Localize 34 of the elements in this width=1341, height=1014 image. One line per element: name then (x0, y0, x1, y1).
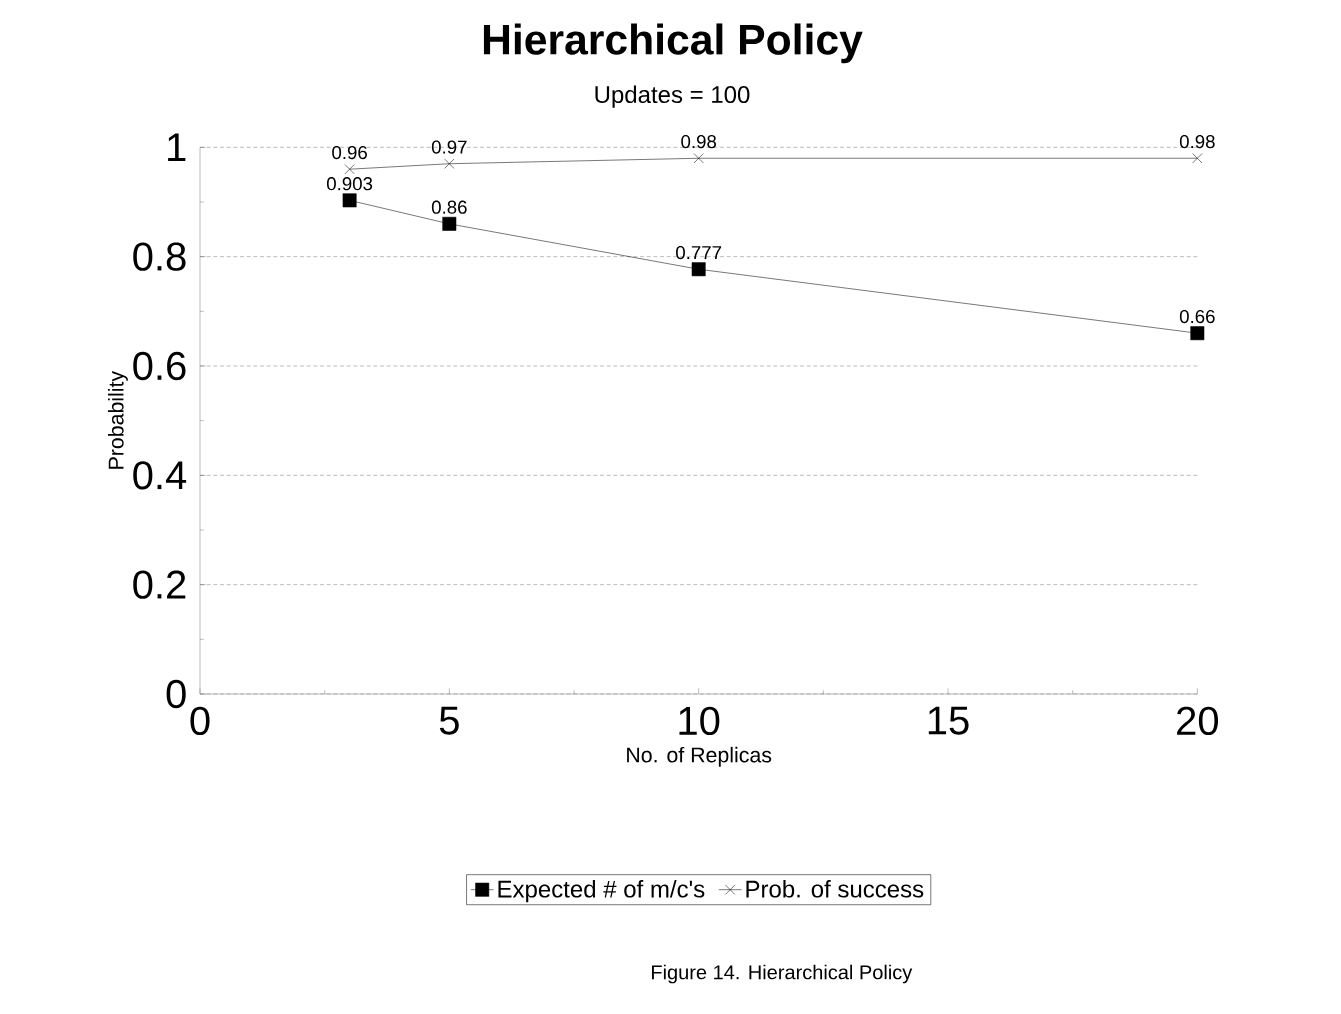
data-label: 0.98 (1179, 134, 1215, 149)
y-tick-label: 0.2 (133, 570, 186, 599)
point (1190, 326, 1205, 341)
point (1192, 153, 1203, 164)
x-tick-label: 0 (190, 706, 210, 736)
x-tick-label: 15 (928, 706, 969, 735)
legend-label: Prob. of success (746, 879, 924, 898)
legend-label: Expected # of m/c's (498, 879, 705, 903)
x-tick-label: 5 (439, 706, 459, 735)
data-label: 0.98 (681, 134, 717, 149)
y-tick-label: 1 (168, 133, 186, 162)
x-axis-title: No. of Replicas (627, 746, 772, 767)
point (344, 164, 355, 175)
y-tick-label: 0.4 (133, 461, 187, 490)
point (444, 158, 455, 169)
chart-title: Hierarchical Policy (483, 23, 863, 64)
data-label: 0.96 (332, 145, 367, 160)
chart-subtitle: Updates = 100 (595, 85, 750, 108)
data-label: 0.66 (1179, 309, 1215, 324)
caption: Figure 14. Hierarchical Policy (652, 964, 913, 984)
point (342, 193, 357, 208)
y-tick-label: 0.6 (133, 351, 186, 381)
point (691, 262, 706, 277)
data-label: 0.777 (676, 245, 722, 260)
point (693, 153, 704, 164)
y-axis-title: Probability (107, 370, 128, 469)
x-tick-label: 20 (1177, 706, 1219, 736)
data-label: 0.97 (431, 140, 467, 154)
x-tick-label: 10 (679, 706, 720, 736)
point (442, 216, 457, 231)
data-label: 0.86 (431, 200, 467, 214)
y-tick-label: 0.8 (133, 242, 186, 271)
data-label: 0.903 (326, 177, 373, 191)
y-tick-label: 0 (166, 679, 186, 709)
